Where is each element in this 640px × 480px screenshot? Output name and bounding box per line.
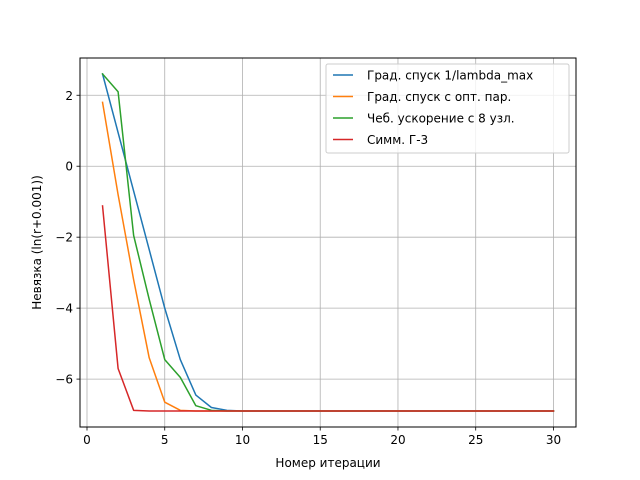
legend-box [325,63,570,154]
legend-label-1: Град. спуск с опт. пар. [367,90,511,104]
x-tick-label-4: 20 [390,433,405,447]
series-lines [101,72,555,412]
legend: Град. спуск 1/lambda_max Град. спуск с оп… [325,63,570,154]
y-tick-label-2: −2 [55,231,73,245]
x-axis-label: Номер итерации [275,456,380,470]
y-tick-label-1: 0 [65,160,73,174]
legend-label-3: Симм. Г-3 [367,133,428,147]
grid-lines [80,58,576,427]
x-tick-label-5: 25 [468,433,483,447]
y-axis-ticks: 2 0 −2 −4 −6 [55,89,80,387]
legend-label-2: Чеб. ускорение с 8 узл. [367,112,515,126]
x-tick-label-3: 15 [313,433,328,447]
x-axis-ticks: 0 5 10 15 20 25 30 [83,427,561,447]
x-tick-label-1: 5 [161,433,169,447]
x-tick-label-2: 10 [235,433,250,447]
y-tick-label-4: −6 [55,373,73,387]
series-line-3 [101,205,555,412]
y-tick-label-0: 2 [65,89,73,103]
y-tick-label-3: −4 [55,302,73,316]
y-axis-label: Невязка (ln(r+0.001)) [30,175,44,310]
x-tick-label-6: 30 [546,433,561,447]
x-tick-label-0: 0 [83,433,91,447]
legend-label-0: Град. спуск 1/lambda_max [367,69,533,83]
plot-frame [79,57,577,428]
